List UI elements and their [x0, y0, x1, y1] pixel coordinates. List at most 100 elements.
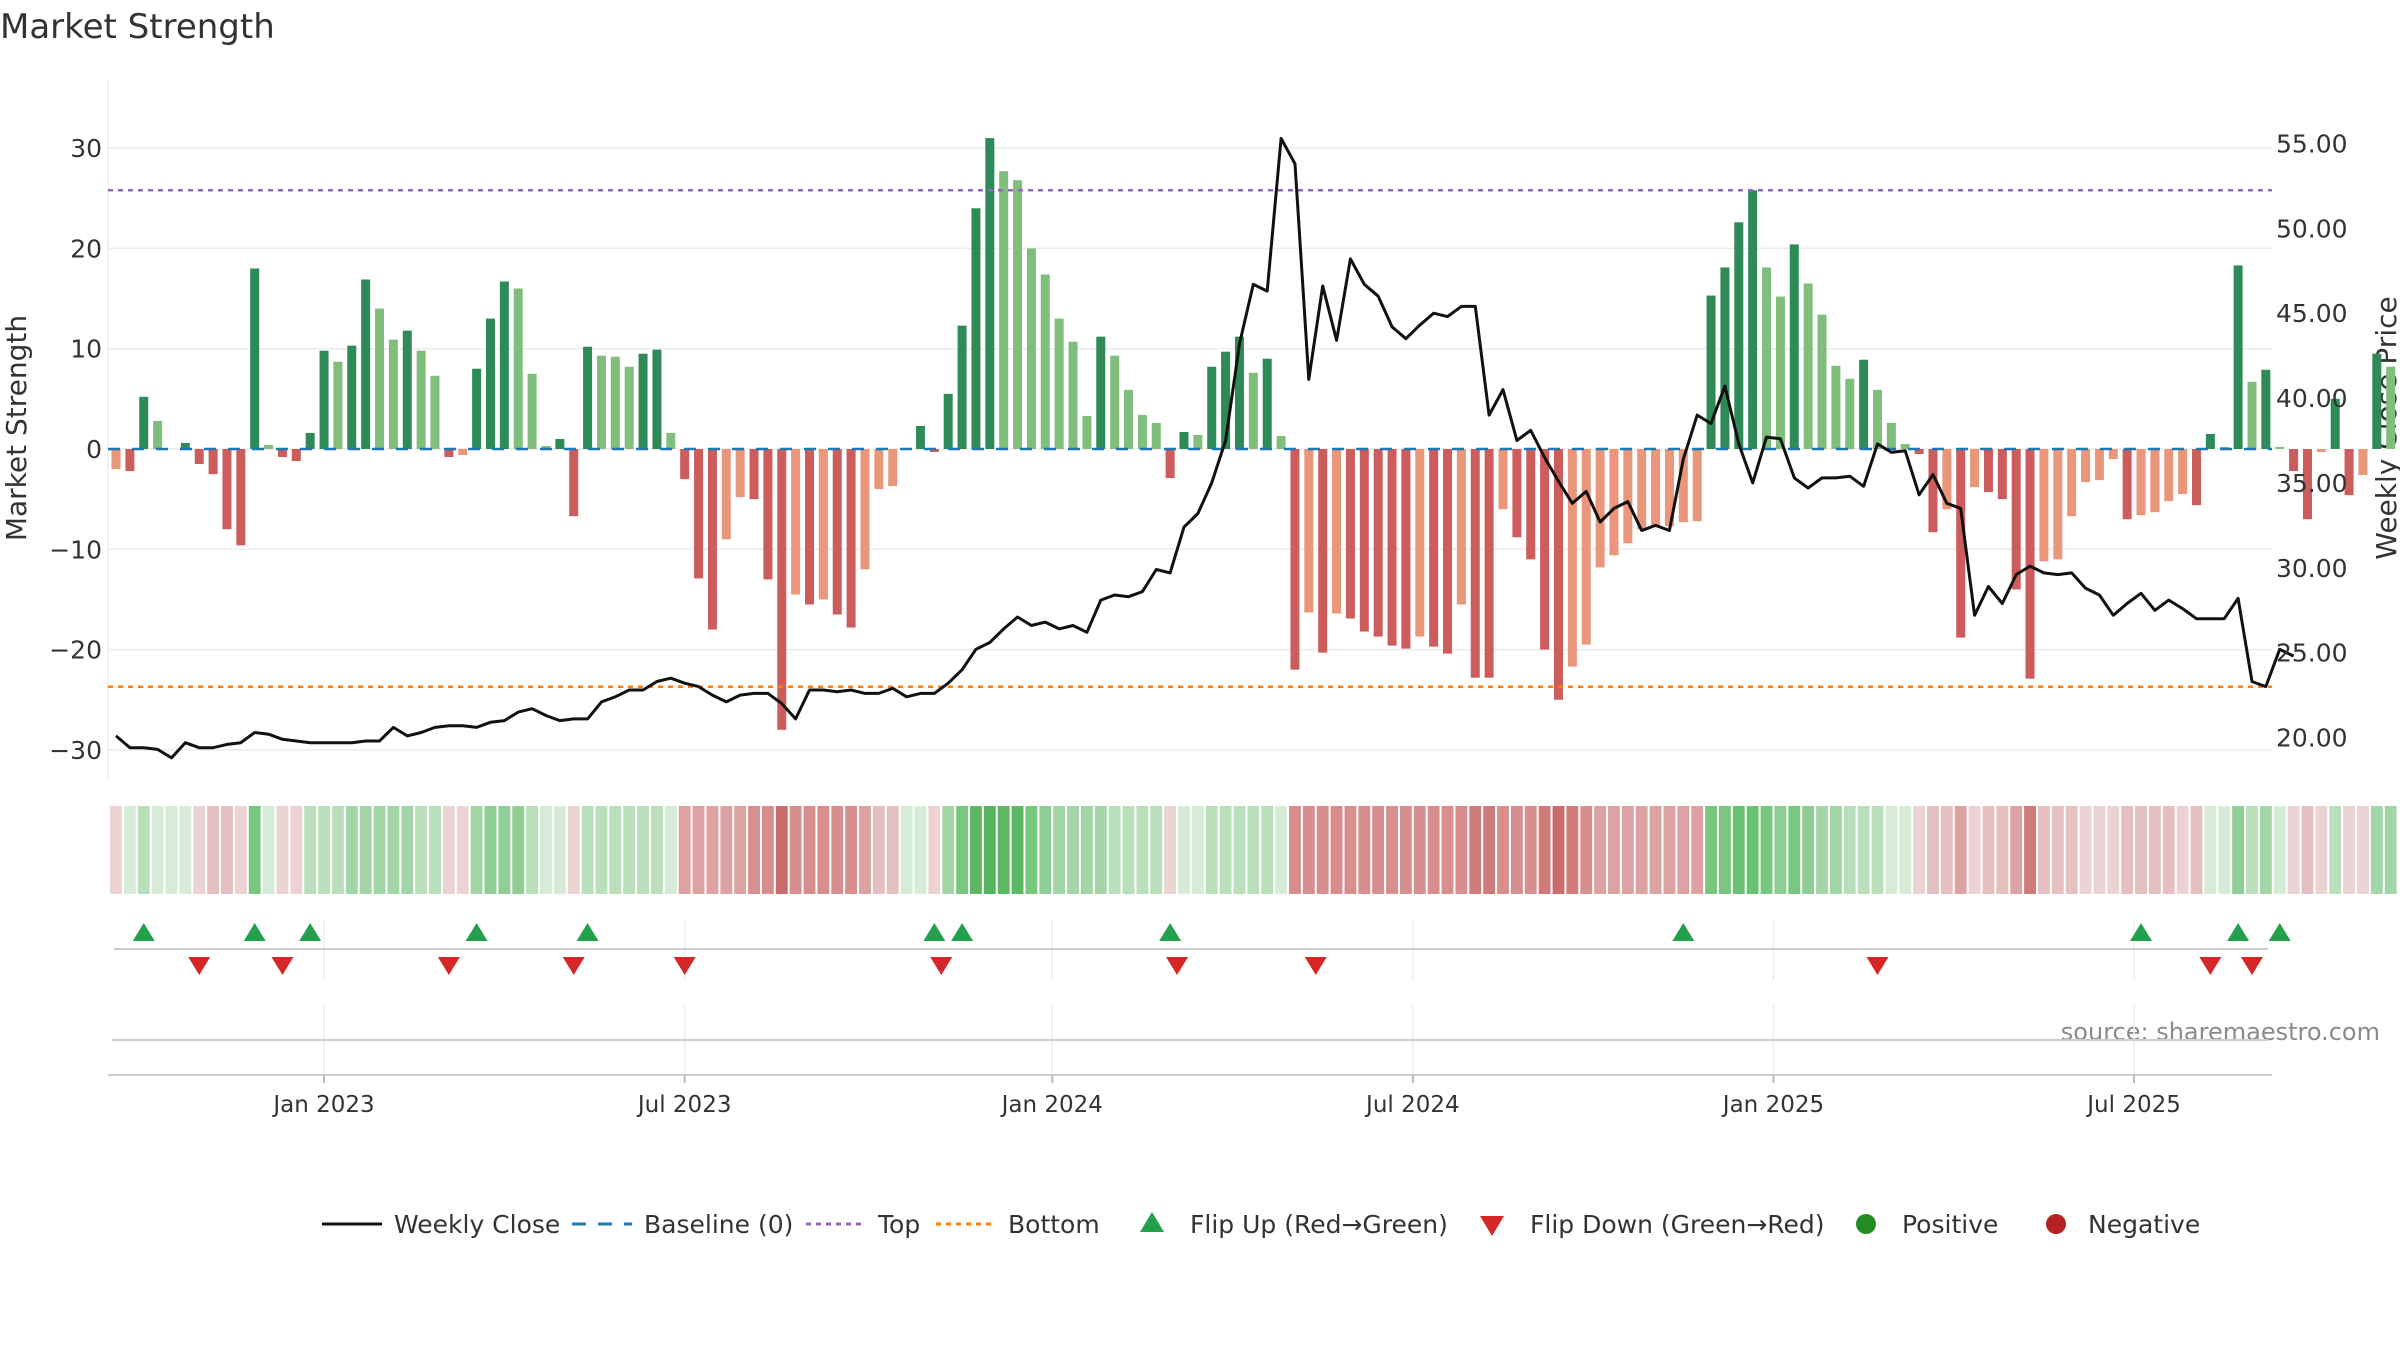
strength-bar	[1553, 449, 1563, 700]
y-tick-label: −10	[49, 535, 102, 564]
strip-cell	[1594, 806, 1607, 894]
strength-bar	[430, 375, 440, 449]
strength-bar	[2289, 449, 2299, 472]
flip-up-marker	[576, 923, 599, 941]
strip-cell	[401, 806, 414, 894]
strip-cell	[429, 806, 441, 894]
strength-bar	[860, 449, 870, 570]
strip-cell	[345, 806, 358, 894]
x-tick-label: Jul 2023	[636, 1092, 732, 1118]
flip-up-marker	[243, 923, 266, 941]
strip-cell	[2148, 806, 2161, 894]
strength-bar	[1678, 449, 1688, 523]
strength-bar	[763, 449, 773, 580]
strength-bar	[1886, 422, 1896, 449]
strip-cell	[956, 806, 969, 894]
strip-cell	[2079, 806, 2092, 894]
strip-cell	[193, 806, 206, 894]
y-tick-label: 0	[86, 435, 102, 464]
strip-cell	[1621, 806, 1634, 894]
legend-label: Bottom	[1008, 1210, 1100, 1239]
strip-cell	[1358, 806, 1371, 894]
strip-cell	[567, 806, 580, 894]
strength-bar	[1762, 267, 1772, 449]
strength-bar	[1970, 449, 1980, 488]
strip-cell	[331, 806, 344, 894]
strip-cell	[914, 806, 927, 894]
strip-cell	[1441, 806, 1454, 894]
strength-bar	[846, 449, 856, 628]
axis-labels: 30 20 10 0 −10 −20 −30 55.00 50.00 45.00 40.00 35.0…	[49, 129, 2347, 764]
strip-cell	[1191, 806, 1204, 894]
strength-bar	[1859, 359, 1869, 449]
strength-bar	[347, 345, 357, 449]
strength-bar	[250, 268, 260, 449]
strength-bar	[1623, 449, 1633, 544]
flip-down-marker	[2240, 957, 2263, 975]
strength-bar	[2025, 449, 2035, 679]
strength-bar	[2067, 449, 2077, 517]
strip-cell	[1774, 806, 1787, 894]
strip-cell	[831, 806, 844, 894]
legend-label: Positive	[1902, 1210, 1998, 1239]
strip-cell	[221, 806, 233, 894]
strength-bar	[1456, 449, 1466, 605]
y-tick-label: 30	[70, 134, 102, 163]
strength-bar	[888, 449, 898, 487]
strip-cell	[581, 806, 594, 894]
strip-cell	[748, 806, 760, 894]
strip-cell	[942, 806, 955, 894]
strip-cell	[803, 806, 816, 894]
strength-bar	[2261, 369, 2271, 449]
y-tick-label: −30	[49, 736, 102, 765]
strip-cell	[1164, 806, 1177, 894]
strip-cell	[2107, 806, 2120, 894]
strength-bar	[1734, 222, 1744, 449]
strength-bar	[2316, 449, 2326, 453]
strip-cell	[859, 806, 871, 894]
strength-bar	[610, 356, 620, 449]
strip-cell	[470, 806, 483, 894]
strength-bar	[929, 449, 939, 453]
strength-bar	[180, 442, 190, 449]
strip-cell	[1067, 806, 1079, 894]
strength-bar	[1207, 366, 1217, 449]
legend-swatch-flip-down	[1480, 1216, 1504, 1236]
y2-tick-label: 25.00	[2276, 639, 2348, 668]
strength-bar	[1692, 449, 1702, 522]
strip-cell	[553, 806, 566, 894]
strength-bar	[2053, 449, 2063, 560]
strip-cell	[2343, 806, 2356, 894]
strip-cell	[1136, 806, 1149, 894]
x-tick-label: Jan 2023	[271, 1092, 374, 1118]
strip-cell	[1649, 806, 1662, 894]
strip-cell	[1510, 806, 1523, 894]
strength-bar	[1054, 318, 1064, 449]
y2-tick-label: 50.00	[2276, 214, 2348, 243]
strength-bar	[1803, 283, 1813, 449]
strip-cell	[1608, 806, 1620, 894]
y2-tick-label: 45.00	[2276, 299, 2348, 328]
strength-bar	[985, 138, 995, 449]
strip-cell	[1053, 806, 1066, 894]
strength-bar	[943, 393, 953, 449]
legend-swatch-flip-up	[1140, 1212, 1164, 1232]
strip-cell	[2093, 806, 2106, 894]
strip-cell	[2204, 806, 2217, 894]
strength-bar	[1151, 422, 1161, 449]
strength-bar	[1040, 274, 1050, 449]
strip-cell	[664, 806, 677, 894]
strength-bar	[2039, 449, 2049, 562]
strip-cell	[1968, 806, 1981, 894]
strip-cell	[1982, 806, 1995, 894]
strip-cell	[1316, 806, 1329, 894]
strip-cell	[276, 806, 289, 894]
strength-bar	[1137, 414, 1147, 449]
strip-cell	[123, 806, 136, 894]
flip-down-marker	[1866, 957, 1889, 975]
strength-bar	[957, 325, 967, 449]
strip-cell	[817, 806, 830, 894]
strength-bar	[1443, 449, 1453, 654]
strength-bar	[1165, 449, 1175, 479]
strength-bar	[1387, 449, 1397, 646]
